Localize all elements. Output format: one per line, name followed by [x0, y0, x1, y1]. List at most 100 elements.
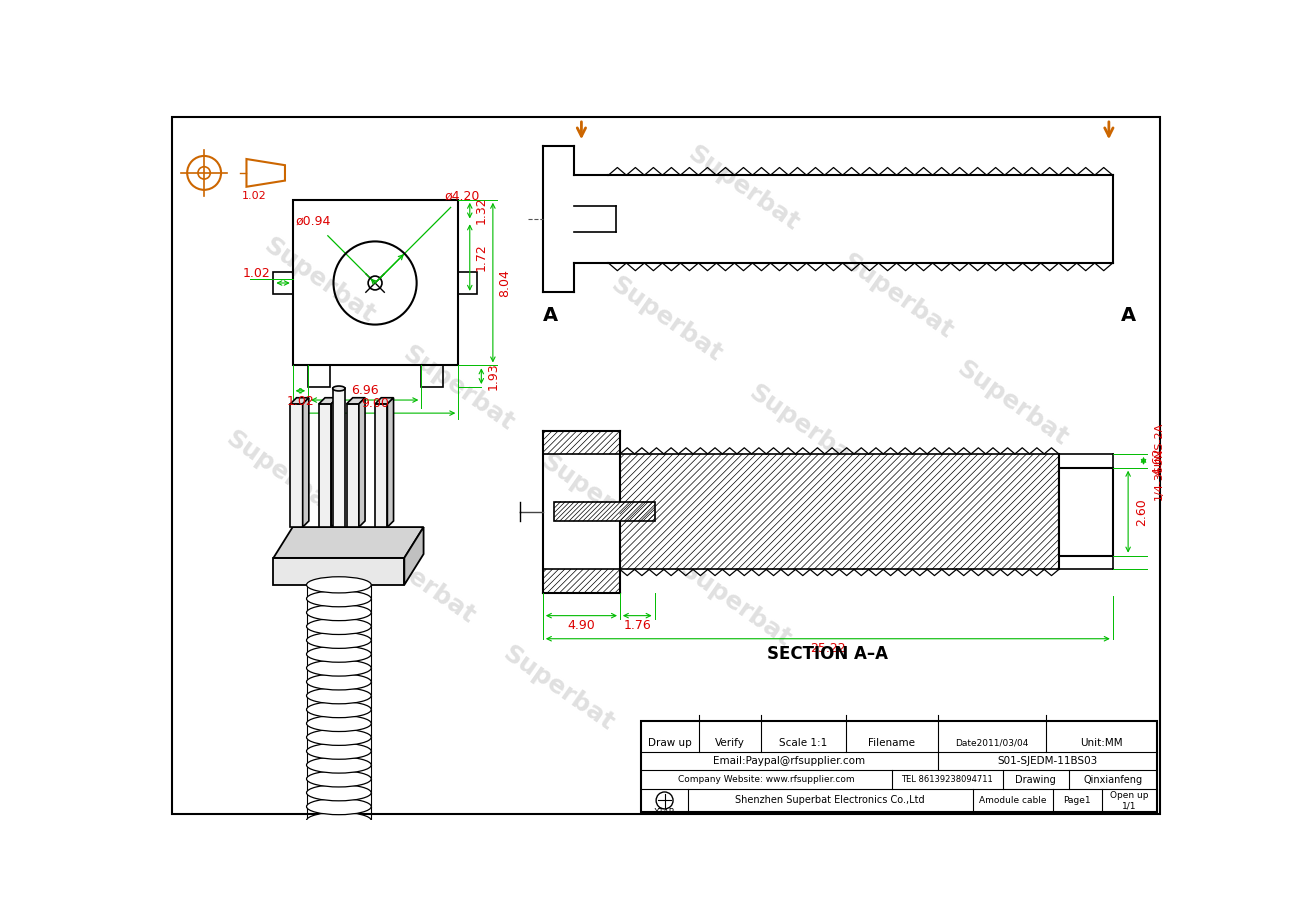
Text: Qinxianfeng: Qinxianfeng [1083, 775, 1142, 785]
Ellipse shape [307, 743, 372, 759]
Ellipse shape [307, 688, 372, 704]
Ellipse shape [307, 868, 372, 884]
Text: 1.76: 1.76 [624, 619, 651, 632]
Ellipse shape [307, 646, 372, 662]
Ellipse shape [307, 590, 372, 607]
Text: Scale 1:1: Scale 1:1 [779, 738, 827, 748]
Ellipse shape [307, 771, 372, 787]
Text: Superbat: Superbat [360, 534, 479, 628]
Text: Superbat: Superbat [260, 234, 379, 328]
Text: ø4.20: ø4.20 [444, 190, 479, 203]
Text: Company Website: www.rfsupplier.com: Company Website: www.rfsupplier.com [678, 775, 855, 784]
Polygon shape [387, 398, 394, 527]
Text: 1.02: 1.02 [242, 267, 270, 280]
Ellipse shape [307, 716, 372, 731]
Text: 9.00: 9.00 [361, 397, 390, 411]
Bar [459, 273, 478, 294]
Polygon shape [303, 398, 309, 527]
Ellipse shape [307, 618, 372, 635]
Polygon shape [273, 558, 404, 585]
Text: S01-SJEDM-11BS03: S01-SJEDM-11BS03 [998, 756, 1098, 766]
Ellipse shape [307, 577, 372, 593]
Ellipse shape [307, 854, 372, 870]
Ellipse shape [307, 826, 372, 843]
Text: Filename: Filename [868, 738, 916, 748]
Text: 1.72: 1.72 [475, 244, 488, 272]
Text: Open up
1/1: Open up 1/1 [1111, 791, 1148, 810]
Text: TEL 86139238094711: TEL 86139238094711 [902, 775, 992, 784]
Polygon shape [347, 398, 365, 404]
Bar [543, 569, 620, 592]
Text: 1.02: 1.02 [287, 395, 314, 408]
Ellipse shape [307, 632, 372, 648]
Text: Email:Paypal@rfsupplier.com: Email:Paypal@rfsupplier.com [713, 756, 865, 766]
Text: 25.22: 25.22 [811, 642, 846, 655]
Bar [347, 404, 359, 527]
Bar [291, 404, 303, 527]
Text: Superbat: Superbat [675, 557, 795, 651]
Text: Superbat: Superbat [536, 449, 657, 543]
Text: Verify: Verify [714, 738, 744, 748]
Text: SECTION A–A: SECTION A–A [768, 645, 889, 663]
Text: Page1: Page1 [1064, 796, 1091, 805]
Text: XTAR: XTAR [653, 809, 675, 817]
Bar [333, 389, 346, 527]
Polygon shape [331, 398, 338, 527]
Bar [273, 273, 292, 294]
Polygon shape [404, 527, 423, 585]
Text: Superbat: Superbat [397, 342, 518, 436]
Ellipse shape [307, 840, 372, 857]
Ellipse shape [307, 660, 372, 676]
Text: Superbat: Superbat [607, 272, 726, 367]
Bar [318, 404, 331, 527]
Ellipse shape [307, 799, 372, 815]
Text: 1.32: 1.32 [475, 197, 488, 225]
Text: Unit:MM: Unit:MM [1079, 738, 1122, 748]
Text: 1.02: 1.02 [242, 191, 266, 201]
Bar [620, 454, 1059, 569]
Text: 4.90: 4.90 [568, 619, 595, 632]
Bar [375, 404, 387, 527]
Ellipse shape [307, 674, 372, 690]
Bar [292, 200, 459, 366]
Ellipse shape [307, 785, 372, 801]
Text: 6.96: 6.96 [351, 384, 378, 397]
Text: Superbat: Superbat [837, 249, 957, 344]
Bar [421, 366, 443, 387]
Bar [1059, 468, 1113, 555]
Text: ø0.94: ø0.94 [296, 215, 331, 227]
Ellipse shape [333, 386, 346, 391]
Ellipse shape [307, 812, 372, 829]
Ellipse shape [307, 702, 372, 717]
Polygon shape [318, 398, 338, 404]
Ellipse shape [307, 729, 372, 745]
Text: Superbat: Superbat [499, 642, 618, 736]
Text: Date2011/03/04: Date2011/03/04 [955, 739, 1029, 747]
Text: Drawing: Drawing [1016, 775, 1056, 785]
Text: Superbat: Superbat [221, 426, 342, 520]
Text: 4.62: 4.62 [1151, 447, 1164, 474]
Bar [543, 431, 620, 454]
Polygon shape [273, 527, 423, 558]
Text: Draw up: Draw up [648, 738, 692, 748]
Text: Amodule cable: Amodule cable [979, 796, 1047, 805]
Text: Superbat: Superbat [683, 141, 803, 236]
Bar [555, 502, 655, 521]
Text: Shenzhen Superbat Electronics Co.,Ltd: Shenzhen Superbat Electronics Co.,Ltd [735, 796, 925, 806]
Text: 1.93: 1.93 [486, 362, 499, 390]
Ellipse shape [307, 757, 372, 773]
Polygon shape [359, 398, 365, 527]
Text: 2.60: 2.60 [1135, 498, 1148, 526]
Polygon shape [291, 398, 309, 404]
Text: Superbat: Superbat [883, 488, 1003, 582]
Text: A: A [543, 306, 559, 325]
Text: Superbat: Superbat [952, 356, 1073, 451]
Text: Superbat: Superbat [744, 379, 865, 474]
Polygon shape [375, 398, 394, 404]
Text: 8.04: 8.04 [498, 269, 511, 297]
Ellipse shape [307, 604, 372, 621]
Bar [642, 721, 1157, 812]
Text: 1/4-36UNS-2A: 1/4-36UNS-2A [1154, 422, 1164, 500]
Text: A: A [1121, 306, 1135, 325]
Bar [308, 366, 330, 387]
